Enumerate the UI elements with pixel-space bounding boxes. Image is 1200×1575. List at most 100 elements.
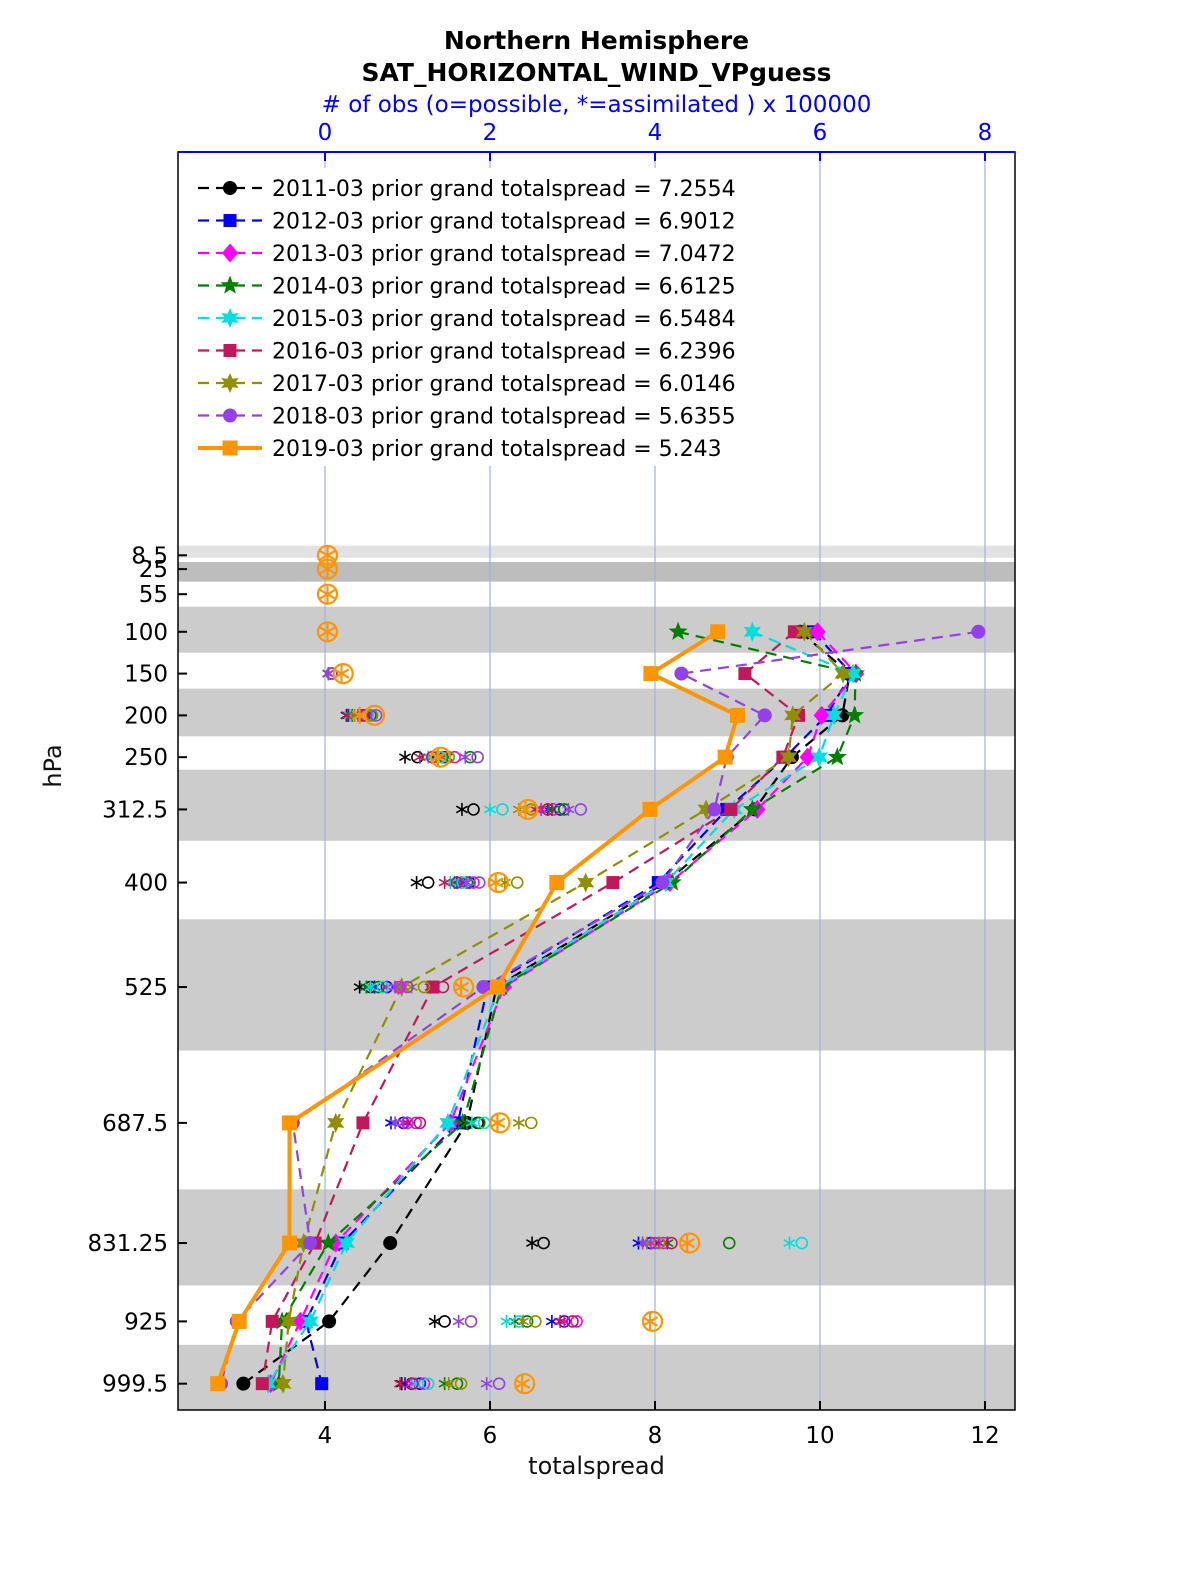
obs-tick-label: 2 (483, 120, 498, 146)
obs-possible-marker-icon (409, 1116, 423, 1130)
obs-assimilated-marker-icon (517, 804, 534, 815)
obs-possible-marker-icon (421, 1377, 435, 1390)
y-tick-label: 687.5 (102, 1111, 168, 1137)
obs-assimilated-marker-icon (642, 1316, 658, 1327)
marker-square-icon (643, 666, 659, 682)
marker-pentagram-icon (742, 799, 762, 818)
marker-hexagram-icon (834, 663, 852, 684)
obs-possible-marker-icon (467, 803, 480, 816)
obs-possible-marker-icon (472, 876, 486, 889)
chart-subtitle: SAT_HORIZONTAL_WIND_VPguess (361, 58, 832, 87)
legend-entry-2016-03: 2016-03 prior grand totalspread = 6.2396 (198, 340, 736, 365)
obs-assimilated-marker-icon (319, 550, 336, 561)
legend-entry-2019-03: 2019-03 prior grand totalspread = 5.243 (198, 437, 722, 462)
marker-square-icon (255, 1377, 269, 1391)
marker-square-icon (223, 344, 237, 357)
obs-assimilated-marker-icon (333, 668, 350, 679)
obs-assimilated-marker-icon (516, 1317, 530, 1326)
marker-hexagram-icon (697, 799, 715, 820)
marker-square-icon (729, 707, 745, 723)
legend: 2011-03 prior grand totalspread = 7.2554… (198, 177, 736, 462)
marker-circle-icon (303, 1236, 318, 1251)
obs-possible-marker-icon (471, 750, 484, 764)
obs-possible-marker-icon (487, 871, 509, 894)
marker-hexagram-icon (280, 1311, 298, 1332)
marker-square-icon (315, 1377, 329, 1391)
marker-square-icon (356, 1116, 370, 1130)
obs-assimilated-marker-icon (389, 983, 402, 991)
obs-possible-marker-icon (679, 1232, 701, 1254)
marker-hexagram-icon (221, 308, 239, 328)
obs-assimilated-marker-icon (514, 1378, 531, 1389)
marker-square-icon (282, 1235, 298, 1251)
marker-pentagram-icon (662, 872, 682, 891)
series-line-2018-03 (220, 630, 979, 1384)
y-tick-label: 400 (124, 871, 168, 897)
marker-hexagram-icon (274, 1373, 292, 1394)
y-tick-label: 525 (124, 975, 168, 1001)
obs-possible-marker-icon (489, 1112, 511, 1134)
obs-tick-label: 0 (318, 120, 333, 146)
obs-assimilated-marker-icon (460, 1118, 473, 1127)
obs-possible-marker-icon (413, 1116, 427, 1130)
marker-square-icon (223, 214, 237, 227)
x-tick-label: 8 (648, 1423, 663, 1449)
obs-assimilated-marker-icon (483, 805, 497, 814)
y-tick-label: 999.5 (102, 1372, 168, 1398)
marker-hexagram-icon (301, 1311, 319, 1332)
y-tick-label: 831.25 (88, 1231, 168, 1257)
marker-circle-icon (707, 802, 722, 817)
obs-assimilated-marker-icon (489, 1117, 506, 1129)
y-tick-label: 925 (124, 1309, 168, 1335)
obs-assimilated-marker-icon (398, 753, 412, 762)
series-obs-2019-03 (316, 544, 701, 1395)
obs-assimilated-marker-icon (401, 1118, 414, 1127)
marker-square-icon (710, 624, 726, 640)
level-band (178, 606, 1015, 653)
obs-possible-marker-icon (570, 1315, 583, 1328)
obs-possible-marker-icon (421, 876, 435, 889)
obs-assimilated-marker-icon (364, 983, 377, 991)
obs-possible-marker-icon (316, 621, 339, 643)
marker-diamond-icon (222, 243, 238, 263)
legend-label: 2015-03 prior grand totalspread = 6.5484 (272, 307, 736, 332)
obs-assimilated-marker-icon (351, 710, 368, 721)
obs-assimilated-marker-icon (444, 878, 457, 887)
obs-assimilated-marker-icon (554, 1317, 567, 1326)
legend-label: 2018-03 prior grand totalspread = 5.6355 (272, 405, 736, 430)
obs-possible-marker-icon (510, 876, 524, 889)
y-tick-label: 200 (124, 703, 168, 729)
series-obs-2015-03 (322, 667, 809, 1391)
x-axis-label: totalspread (528, 1452, 665, 1480)
y-tick-label: 100 (124, 620, 168, 646)
obs-assimilated-marker-icon (405, 983, 418, 991)
obs-possible-marker-icon (492, 1377, 506, 1390)
obs-possible-marker-icon (452, 976, 475, 998)
y-axis-label: hPa (39, 744, 67, 788)
obs-possible-marker-icon (365, 709, 379, 722)
series-obs-2018-03 (322, 667, 662, 1391)
obs-tick-label: 6 (813, 120, 828, 146)
obs-assimilated-marker-icon (394, 1379, 407, 1388)
marker-square-icon (231, 1313, 247, 1329)
marker-hexagram-icon (577, 872, 595, 893)
obs-assimilated-marker-icon (500, 1317, 513, 1326)
marker-circle-icon (223, 181, 237, 195)
obs-possible-marker-icon (429, 746, 452, 768)
obs-possible-marker-icon (369, 709, 383, 722)
marker-square-icon (738, 667, 752, 681)
marker-circle-icon (223, 408, 237, 423)
obs-possible-marker-icon (795, 1236, 809, 1250)
chart-title: Northern Hemisphere (443, 26, 750, 55)
obs-assimilated-marker-icon (410, 878, 423, 887)
marker-pentagram-icon (272, 1311, 292, 1330)
obs-assimilated-marker-icon (512, 1118, 525, 1127)
legend-label: 2011-03 prior grand totalspread = 7.2554 (272, 177, 736, 202)
legend-entry-2013-03: 2013-03 prior grand totalspread = 7.0472 (198, 242, 736, 267)
obs-assimilated-marker-icon (480, 1379, 493, 1388)
marker-square-icon (717, 749, 733, 765)
obs-possible-marker-icon (401, 1116, 414, 1130)
legend-entry-2017-03: 2017-03 prior grand totalspread = 6.0146 (198, 372, 736, 397)
